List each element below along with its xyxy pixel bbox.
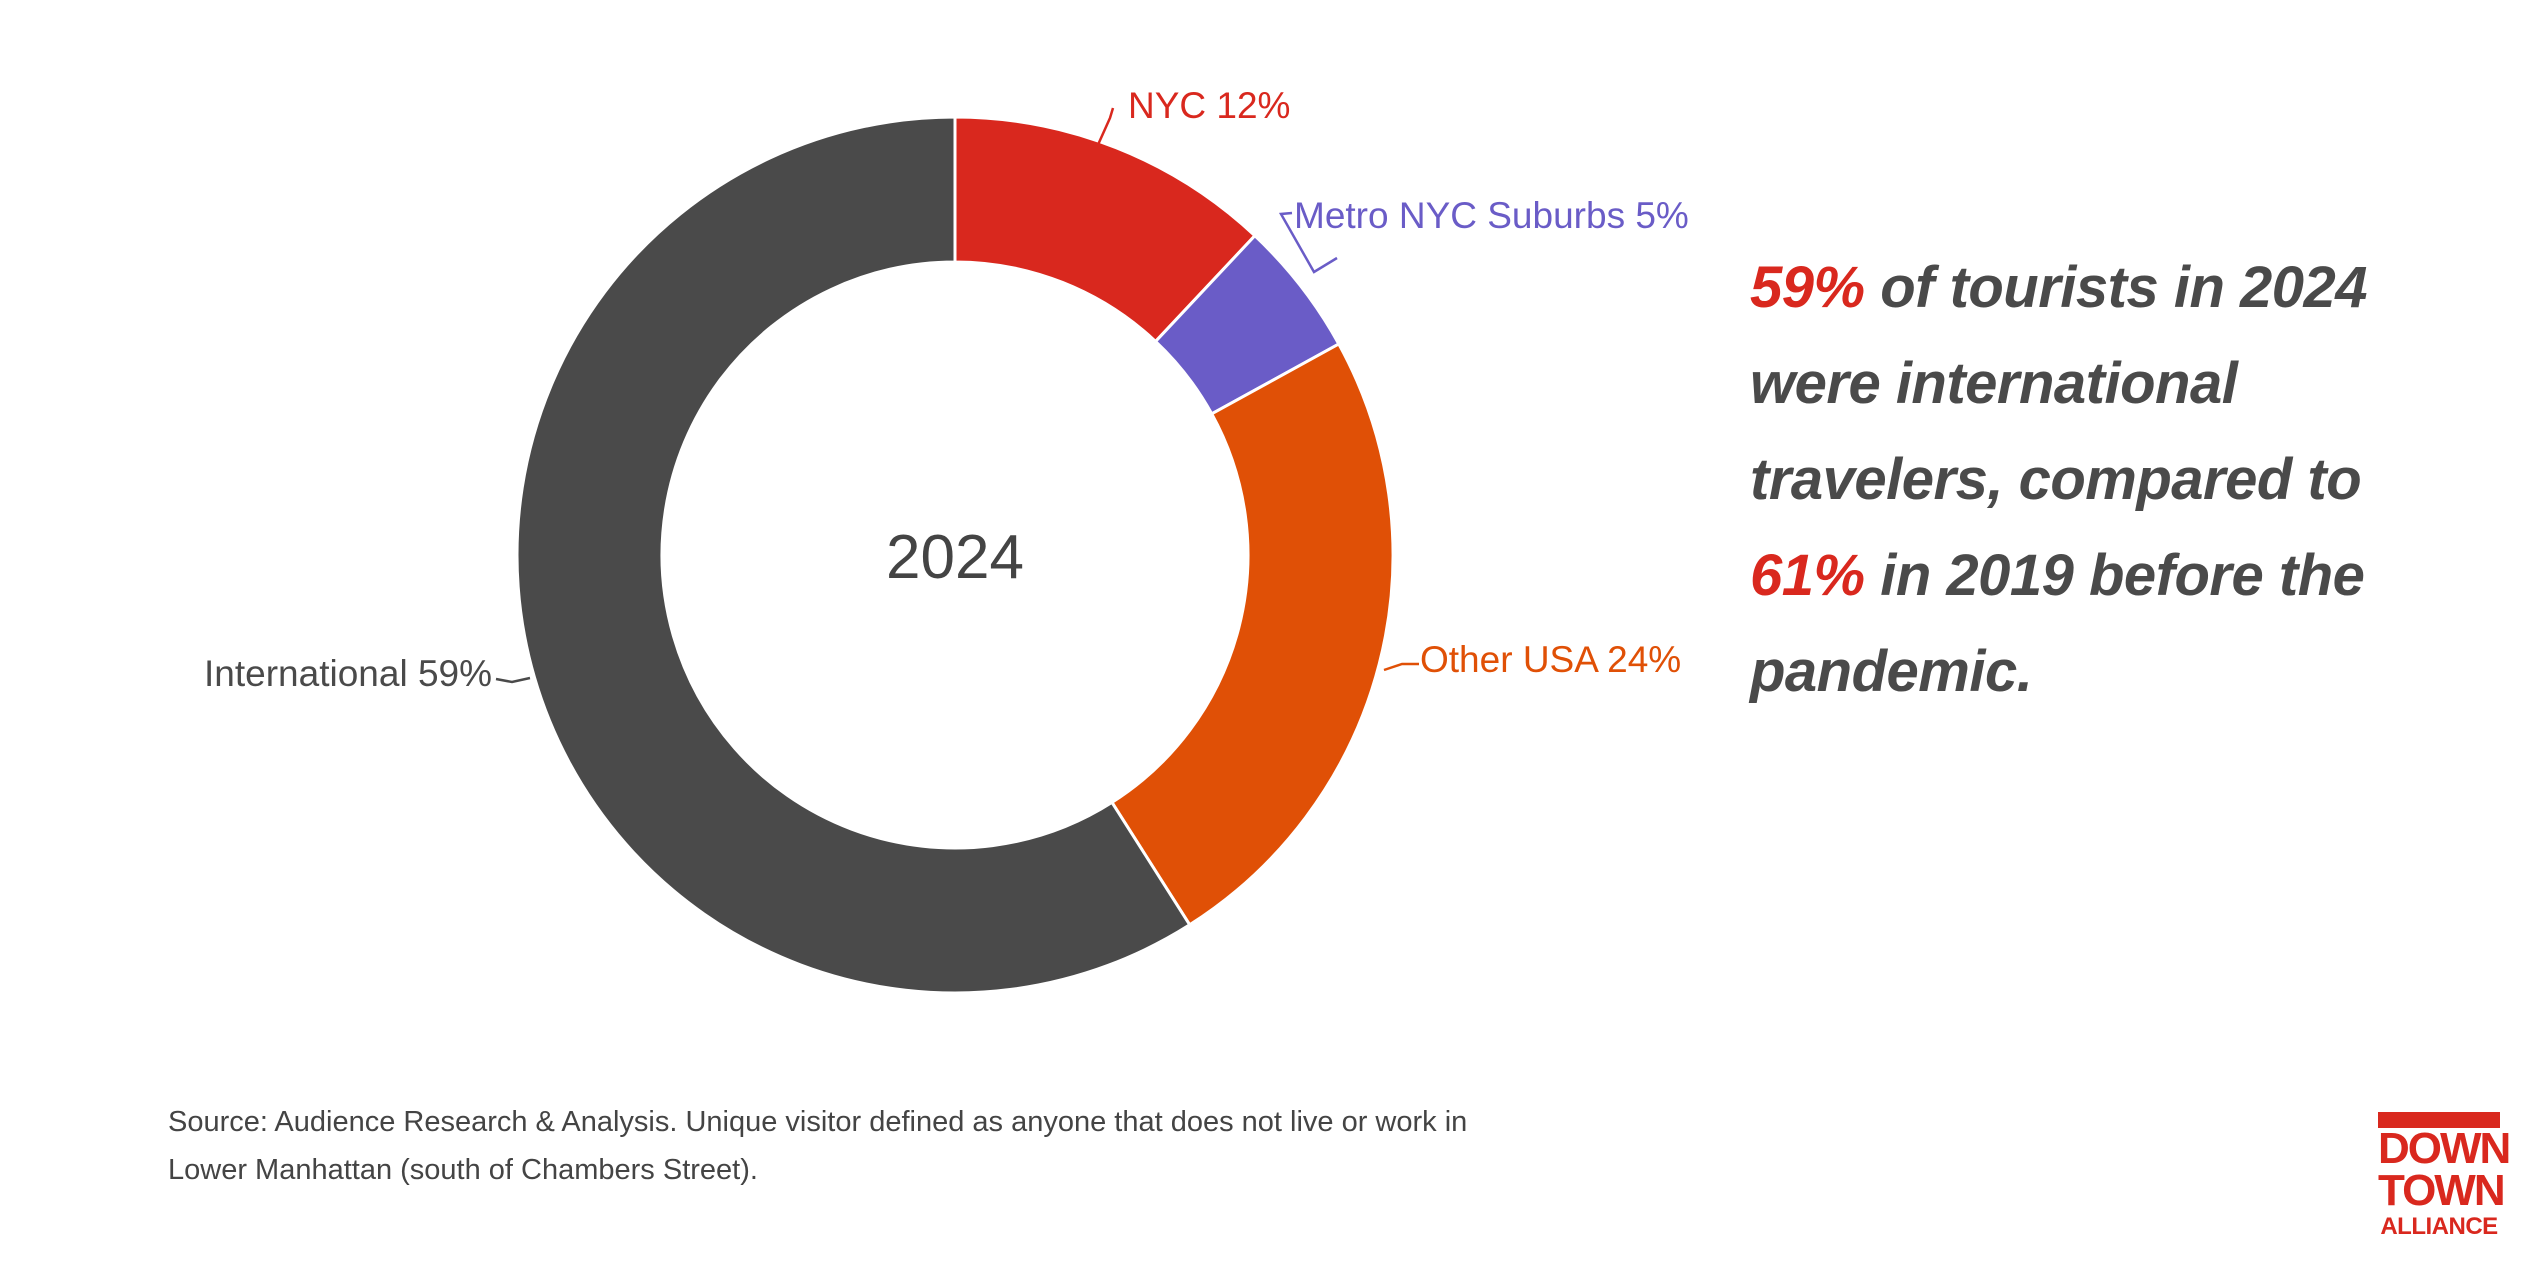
leader-nyc — [1095, 107, 1115, 148]
callout-highlight-2024: 59% — [1750, 255, 1865, 320]
source-note: Source: Audience Research & Analysis. Un… — [168, 1098, 1668, 1194]
slice-international — [515, 115, 1192, 995]
callout-highlight-2019: 61% — [1750, 543, 1865, 608]
slice-label-nyc: NYC 12% — [1128, 85, 1290, 126]
callout-text-part1: of tourists in 2024 were international t… — [1750, 255, 2368, 512]
slice-label-international: International 59% — [204, 653, 492, 694]
slice-label-metro-nyc-suburbs: Metro NYC Suburbs 5% — [1294, 195, 1689, 236]
source-line-1: Source: Audience Research & Analysis. Un… — [168, 1106, 1468, 1138]
source-line-2: Lower Manhattan (south of Chambers Stree… — [168, 1154, 758, 1186]
downtown-alliance-logo: DOWN TOWN ALLIANCE — [2378, 1112, 2511, 1274]
callout-text-part2: in 2019 before the pandemic. — [1750, 543, 2365, 704]
leader-metro-nyc-suburbs — [1278, 211, 1338, 274]
center-label: 2024 — [886, 523, 1024, 592]
slice-label-other-usa: Other USA 24% — [1420, 639, 1681, 680]
logo-line-3: ALLIANCE — [2380, 1213, 2498, 1240]
callout-text: 59% of tourists in 2024 were internation… — [1750, 240, 2450, 720]
logo-line-2: TOWN — [2378, 1166, 2506, 1215]
leader-international — [495, 676, 531, 684]
logo-line-1: DOWN — [2378, 1124, 2511, 1173]
leader-other-usa — [1383, 662, 1419, 672]
slice-other-usa — [1109, 341, 1395, 927]
